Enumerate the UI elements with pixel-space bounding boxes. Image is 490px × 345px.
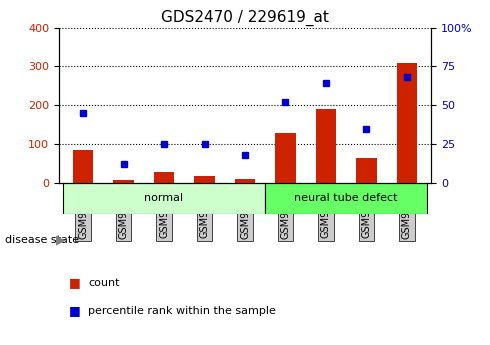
FancyBboxPatch shape — [63, 183, 265, 214]
Bar — [316, 109, 336, 183]
Title: GDS2470 / 229619_at: GDS2470 / 229619_at — [161, 10, 329, 26]
Bar — [114, 180, 134, 183]
Bar — [356, 158, 376, 183]
Text: normal: normal — [145, 194, 184, 203]
Bar — [235, 179, 255, 183]
FancyBboxPatch shape — [265, 183, 427, 214]
Text: count: count — [88, 278, 120, 288]
Bar — [397, 63, 417, 183]
Text: percentile rank within the sample: percentile rank within the sample — [88, 306, 276, 315]
Bar — [73, 150, 93, 183]
Text: ■: ■ — [69, 276, 80, 289]
Text: disease state: disease state — [5, 235, 79, 245]
Bar — [154, 172, 174, 183]
Text: ■: ■ — [69, 304, 80, 317]
Text: neural tube defect: neural tube defect — [294, 194, 398, 203]
Text: ▶: ▶ — [56, 233, 66, 246]
Bar — [195, 176, 215, 183]
Bar — [275, 133, 295, 183]
